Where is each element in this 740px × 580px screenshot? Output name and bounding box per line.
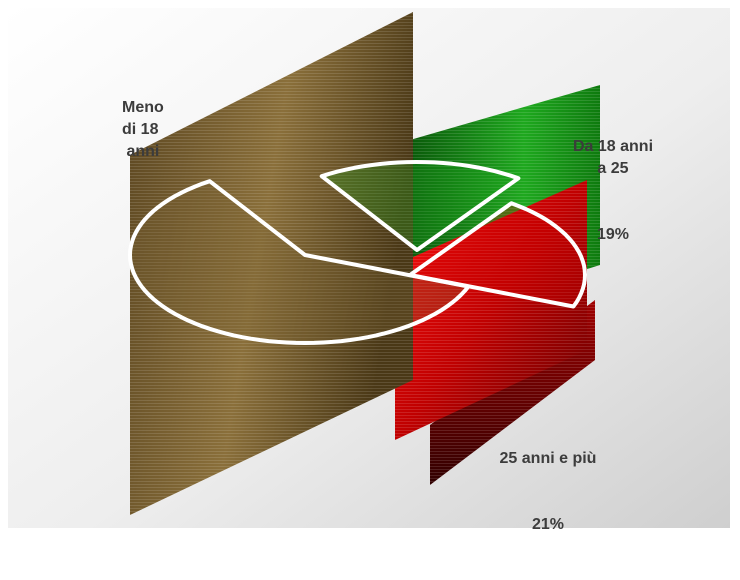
pie-slice-0 <box>128 179 471 345</box>
pie-slices <box>128 160 587 345</box>
pie-slice-1 <box>319 160 521 252</box>
slice-label-0: Meno di 18 anni <box>122 99 164 160</box>
slice-label-1: Da 18 anni a 25 <box>572 138 654 177</box>
slice-label-1-group: Da 18 anni a 25 19% <box>548 92 678 290</box>
pie-chart-canvas <box>8 8 730 528</box>
pie-chart: Meno di 18 anni Da 18 anni a 25 19% 25 a… <box>8 8 730 533</box>
slice-label-2: 25 anni e più <box>499 450 597 467</box>
slice-label-2-group: 25 anni e più 21% <box>473 404 623 580</box>
slice-value-2: 21% <box>531 516 565 533</box>
slice-value-1: 19% <box>596 226 630 243</box>
pie-slice-2 <box>408 201 587 309</box>
